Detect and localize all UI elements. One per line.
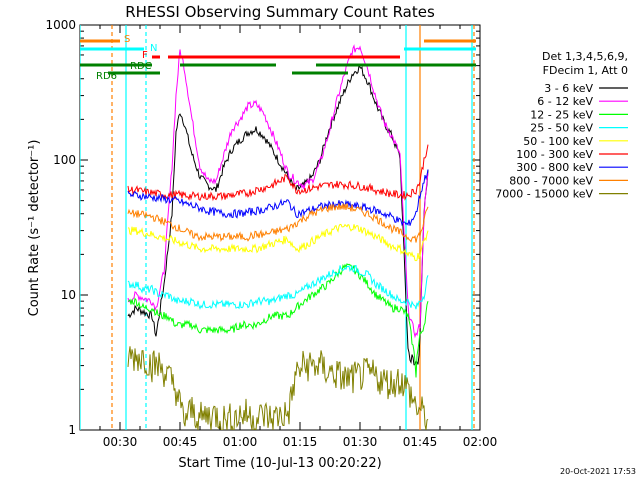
- state-bar-label: F: [142, 50, 148, 61]
- y-axis-label: Count Rate (s⁻¹ detector⁻¹): [27, 140, 42, 317]
- state-bar-label: S: [124, 34, 130, 45]
- x-tick-label: 00:45: [163, 435, 198, 449]
- y-tick-label: 1000: [45, 18, 76, 32]
- chart-title: RHESSI Observing Summary Count Rates: [125, 3, 435, 21]
- generation-timestamp: 20-Oct-2021 17:53: [560, 467, 636, 476]
- state-bar-label: RDC: [130, 61, 152, 72]
- state-bar-label: RD6: [96, 71, 117, 82]
- legend-entry-label: 100 - 300 keV: [516, 148, 593, 161]
- state-bar-label: N: [150, 43, 157, 54]
- legend-entry-label: 6 - 12 keV: [537, 95, 593, 108]
- y-tick-label: 1: [68, 423, 76, 437]
- x-tick-label: 01:15: [283, 435, 318, 449]
- x-axis-label: Start Time (10-Jul-13 00:20:22): [178, 456, 381, 471]
- y-tick-label: 100: [53, 153, 76, 167]
- legend-header-line: Det 1,3,4,5,6,9,: [542, 50, 628, 63]
- series-line: [127, 169, 429, 227]
- series-line: [127, 144, 429, 202]
- legend-header-line: FDecim 1, Att 0: [543, 64, 628, 77]
- series-line: [127, 223, 429, 262]
- x-tick-label: 01:45: [403, 435, 438, 449]
- legend-entry-label: 3 - 6 keV: [544, 82, 593, 95]
- series-line: [127, 346, 429, 430]
- legend-entry-label: 50 - 100 keV: [523, 135, 593, 148]
- legend-entry-label: 7000 - 15000 keV: [495, 188, 593, 201]
- series-line: [127, 203, 429, 243]
- plot-area: 1 10 100 1000 00:30 00:45 01:00 01:15 01:30 01:45…: [45, 18, 497, 449]
- series-line: [127, 64, 429, 366]
- x-tick-label: 02:00: [463, 435, 498, 449]
- legend-entry-label: 800 - 7000 keV: [509, 174, 593, 187]
- series-line: [127, 44, 429, 339]
- legend-entry-label: 12 - 25 keV: [530, 108, 593, 121]
- series-line: [127, 264, 429, 310]
- legend-entry-label: 300 - 800 keV: [516, 161, 593, 174]
- series-line: [127, 263, 429, 378]
- x-tick-label: 01:30: [343, 435, 378, 449]
- x-tick-label: 01:00: [223, 435, 258, 449]
- x-tick-label: 00:30: [103, 435, 138, 449]
- y-tick-label: 10: [61, 288, 76, 302]
- legend-entry-label: 25 - 50 keV: [530, 122, 593, 135]
- legend: Det 1,3,4,5,6,9, FDecim 1, Att 0 3 - 6 k…: [495, 50, 628, 201]
